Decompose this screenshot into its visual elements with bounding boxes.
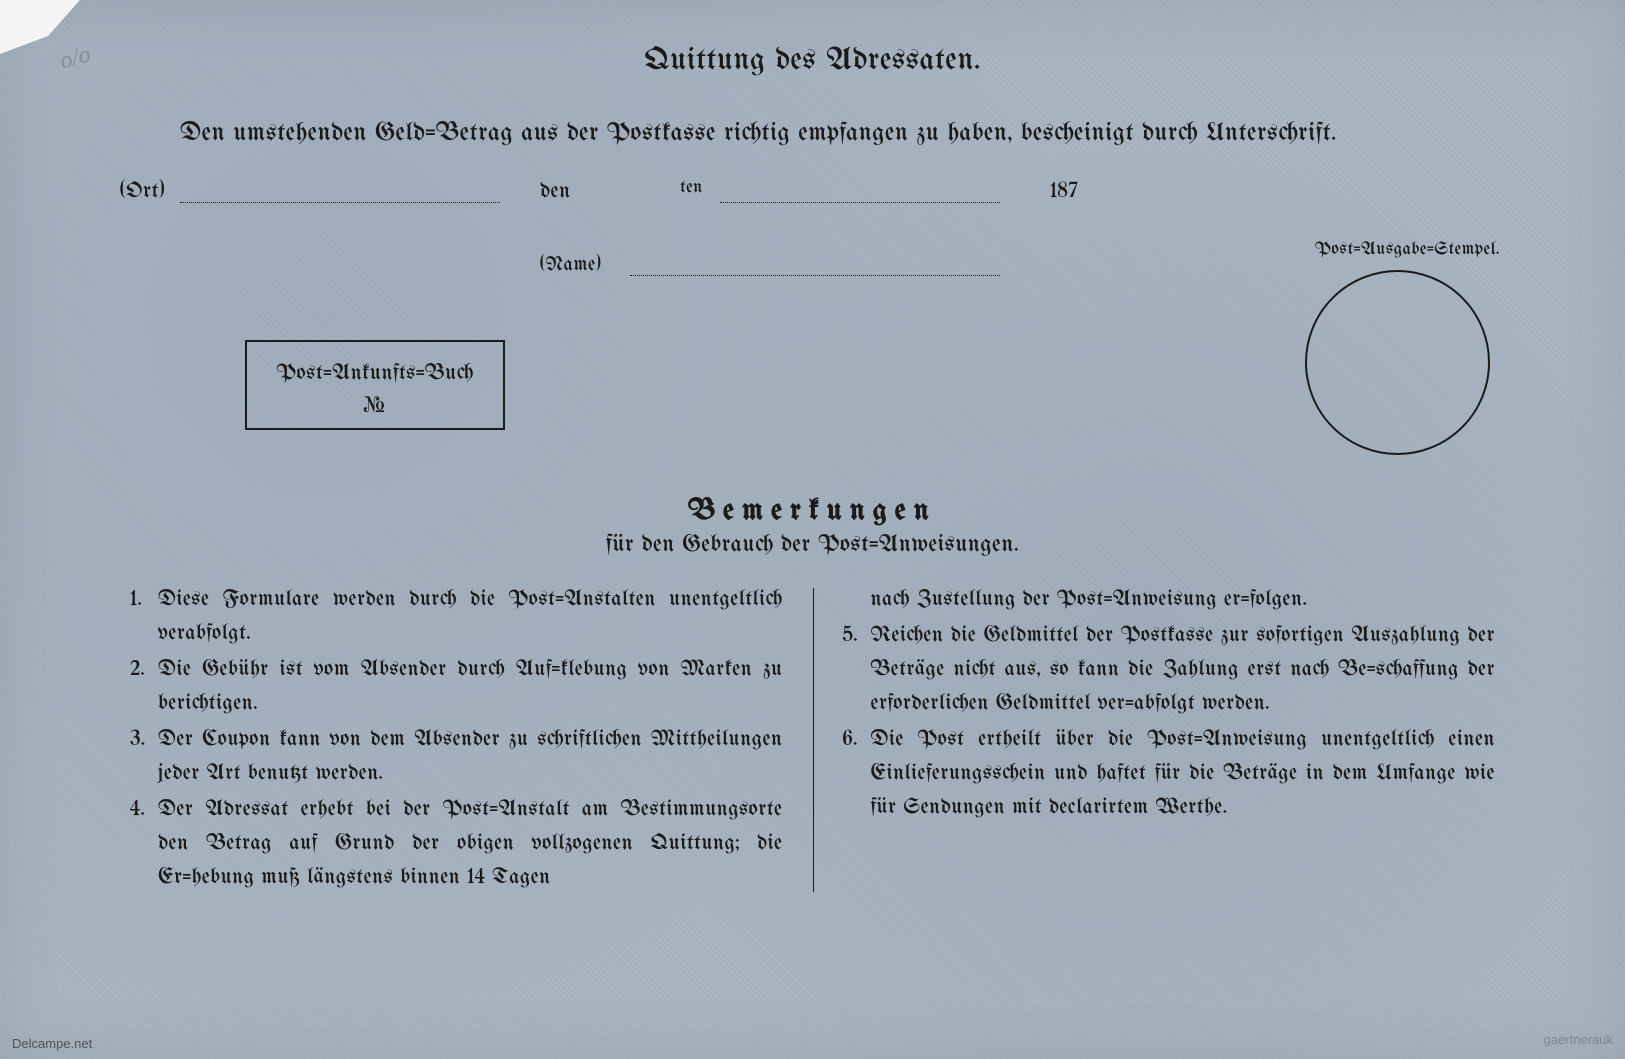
pencil-annotation: o/o <box>57 41 94 75</box>
item-number: 3. <box>130 723 158 791</box>
item-number: 5. <box>843 619 871 721</box>
list-item-3: 3. Der Coupon kann von dem Absender zu s… <box>130 723 783 791</box>
ort-label: (Ort) <box>120 180 165 203</box>
item-text: Diese Formulare werden durch die Post=An… <box>158 583 783 651</box>
list-item-6: 6. Die Post ertheilt über die Post=Anwei… <box>843 723 1496 825</box>
column-divider <box>813 588 815 893</box>
year-label: 187 <box>1050 180 1078 203</box>
item-text: Der Coupon kann von dem Absender zu schr… <box>158 723 783 791</box>
book-box-line1: Post=Ankunfts=Buch <box>247 357 503 390</box>
name-field-line <box>630 275 1000 276</box>
item-text: Reichen die Geldmittel der Postkasse zur… <box>871 619 1496 721</box>
right-column: nach Zustellung der Post=Anweisung er=fo… <box>813 583 1496 898</box>
item-text: Der Adressat erhebt bei der Post=Anstalt… <box>158 793 783 895</box>
day-field-line <box>720 202 1000 203</box>
list-item-1: 1. Diese Formulare werden durch die Post… <box>130 583 783 651</box>
watermark-right: gaertnerauk <box>1544 1032 1613 1047</box>
item-4-continuation: nach Zustellung der Post=Anweisung er=fo… <box>843 583 1496 617</box>
name-label: (Name) <box>540 255 601 276</box>
item-text: Die Post ertheilt über die Post=Anweisun… <box>871 723 1496 825</box>
date-line: (Ort) den ten 187 <box>120 180 1505 220</box>
name-line: (Name) <box>120 255 1505 295</box>
remarks-title: Bemerkungen <box>120 495 1505 527</box>
list-item-2: 2. Die Gebühr ist vom Absender durch Auf… <box>130 653 783 721</box>
item-number: 2. <box>130 653 158 721</box>
arrival-book-box: Post=Ankunfts=Buch № <box>245 340 505 430</box>
item-number: 6. <box>843 723 871 825</box>
ten-label: ten <box>680 178 703 197</box>
left-column: 1. Diese Formulare werden durch die Post… <box>130 583 813 898</box>
list-item-4: 4. Der Adressat erhebt bei der Post=Anst… <box>130 793 783 895</box>
den-label: den <box>540 180 571 203</box>
item-number: 1. <box>130 583 158 651</box>
document-page: o/o Quittung des Adressaten. Den umstehe… <box>0 0 1625 1059</box>
remarks-columns: 1. Diese Formulare werden durch die Post… <box>120 583 1505 898</box>
ort-field-line <box>180 202 500 203</box>
watermark-left: Delcampe.net <box>12 1036 92 1051</box>
list-item-5: 5. Reichen die Geldmittel der Postkasse … <box>843 619 1496 721</box>
intro-text: Den umstehenden Geld=Betrag aus der Post… <box>120 113 1505 155</box>
item-text: Die Gebühr ist vom Absender durch Auf=kl… <box>158 653 783 721</box>
page-title: Quittung des Adressaten. <box>120 45 1505 78</box>
remarks-subtitle: für den Gebrauch der Post=Anweisungen. <box>120 533 1505 558</box>
item-number: 4. <box>130 793 158 895</box>
stamp-circle <box>1305 270 1490 455</box>
book-box-line2: № <box>247 390 503 423</box>
